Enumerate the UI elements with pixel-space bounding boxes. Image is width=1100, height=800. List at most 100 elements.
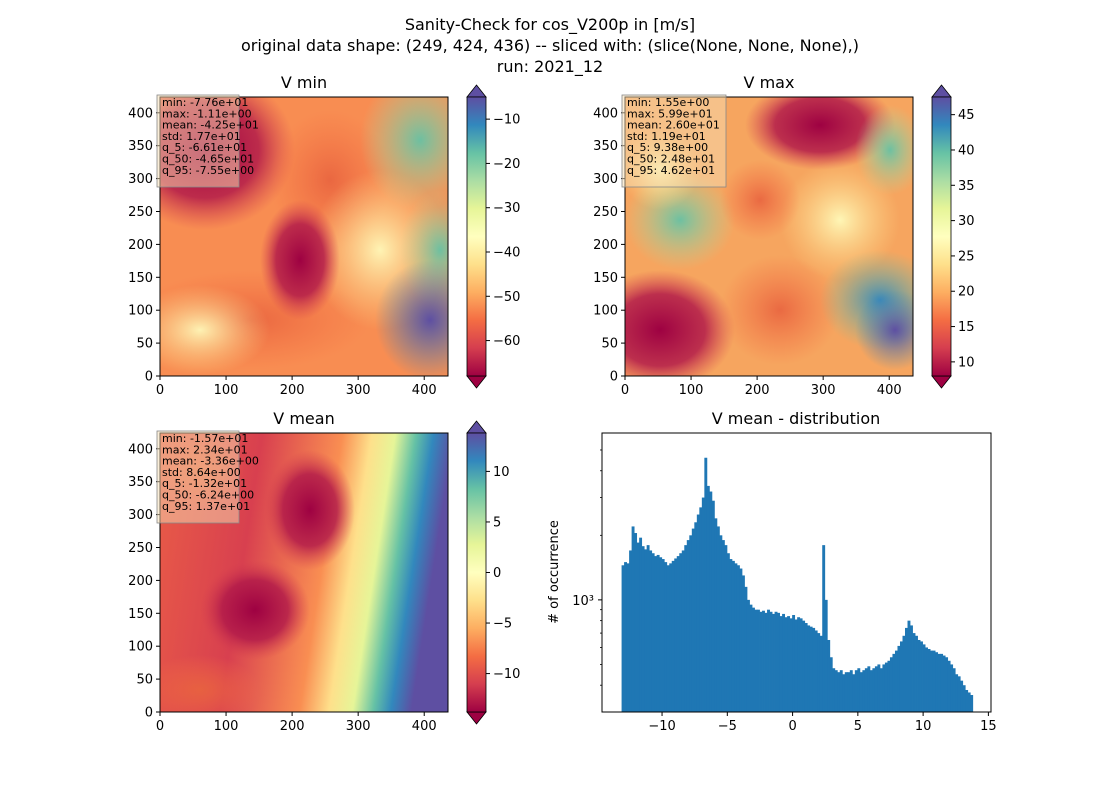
hist-bar xyxy=(792,615,796,712)
colorbar-extend-max xyxy=(931,84,952,98)
vmean-frame xyxy=(159,432,449,713)
hist-bar xyxy=(819,635,823,712)
hist-bar xyxy=(802,620,806,712)
hist-bar xyxy=(691,528,695,712)
hist-bar xyxy=(945,657,949,712)
hist-bar xyxy=(656,554,660,712)
hist-bar xyxy=(719,535,723,712)
hist-bar xyxy=(927,649,931,712)
hist-bar xyxy=(849,670,853,712)
x-tick-label: 100 xyxy=(679,383,704,398)
hist-bar xyxy=(947,660,951,712)
colorbar-tick-label: 5 xyxy=(493,515,501,530)
stats-line: mean: -4.25e+01 xyxy=(162,119,259,132)
vmax-frame xyxy=(624,96,914,377)
hist-bar xyxy=(646,545,650,712)
hist-bar xyxy=(716,526,720,712)
suptitle-line-2: original data shape: (249, 424, 436) -- … xyxy=(241,36,859,55)
y-tick-label: 250 xyxy=(128,541,153,556)
hist-bar xyxy=(661,559,665,712)
hist-bar xyxy=(837,672,841,712)
colorbar-tick-label: −10 xyxy=(493,113,520,128)
y-tick-label: 200 xyxy=(593,238,618,253)
vmax-title: V max xyxy=(744,73,795,92)
hist-bar xyxy=(676,556,680,712)
colorbar-extend-max xyxy=(466,84,487,98)
stats-line: max: -1.11e+00 xyxy=(162,107,252,120)
colorbar-gradient xyxy=(931,96,952,377)
x-tick-label: 300 xyxy=(346,719,371,734)
y-tick-label: 400 xyxy=(128,442,153,457)
hist-bar xyxy=(847,672,851,712)
hist-bar xyxy=(935,652,939,712)
stats-line: q_95: 4.62e+01 xyxy=(627,164,715,177)
hist-bar xyxy=(822,545,826,712)
hist-bar xyxy=(832,668,836,712)
hist-bar xyxy=(631,526,635,712)
hist-bar xyxy=(937,653,941,712)
hist-bar xyxy=(794,619,798,712)
hist-bar xyxy=(940,653,944,712)
hist-bar xyxy=(649,550,653,712)
hist-bar xyxy=(774,611,778,712)
stats-line: min: 1.55e+00 xyxy=(627,96,709,109)
hist-bar xyxy=(812,627,816,712)
hist-bar xyxy=(654,556,658,712)
hist-bar xyxy=(767,609,770,712)
y-tick-label: 400 xyxy=(593,106,618,121)
x-tick-label: 400 xyxy=(412,383,437,398)
y-tick-label: 0 xyxy=(610,370,618,385)
suptitle-line-1: Sanity-Check for cos_V200p in [m/s] xyxy=(405,15,695,35)
hist-bar xyxy=(824,599,828,712)
hist-bar xyxy=(739,568,743,712)
hist-bar xyxy=(882,664,886,712)
stats-line: q_5: 9.38e+00 xyxy=(627,141,708,154)
hist-bar xyxy=(711,500,715,712)
hist-bar xyxy=(962,685,966,712)
y-tick-label: 250 xyxy=(128,205,153,220)
hist-x-tick-label: −10 xyxy=(648,719,675,734)
hist-bar xyxy=(694,522,698,712)
hist-bar xyxy=(782,613,786,712)
colorbar-tick-label: 40 xyxy=(958,143,975,158)
hist-bar xyxy=(889,657,893,712)
hist-bar xyxy=(965,689,969,712)
colorbar-extend-max xyxy=(466,420,487,434)
stats-line: q_50: 2.48e+01 xyxy=(627,153,715,166)
hist-x-tick-label: −5 xyxy=(718,719,737,734)
stats-line: mean: 2.60e+01 xyxy=(627,119,720,132)
hist-bar xyxy=(887,660,891,712)
hist-bar xyxy=(917,639,921,712)
x-tick-label: 100 xyxy=(214,383,239,398)
hist-bar xyxy=(932,650,936,712)
hist-bar xyxy=(834,670,838,712)
stats-line: std: 1.19e+01 xyxy=(627,130,706,143)
hist-bar xyxy=(897,645,901,712)
hist-bar xyxy=(852,674,856,712)
hist-bar xyxy=(621,565,625,712)
hist-bar xyxy=(759,611,763,712)
hist-bar xyxy=(689,535,693,712)
vmin-frame xyxy=(159,96,449,377)
y-tick-label: 150 xyxy=(128,271,153,286)
hist-bar xyxy=(746,599,750,712)
colorbar-tick-label: 25 xyxy=(958,249,975,264)
stats-line: q_5: -6.61e+01 xyxy=(162,141,247,154)
hist-bar xyxy=(644,549,648,712)
hist-bar xyxy=(651,553,655,712)
hist-bar xyxy=(721,540,725,712)
hist-bar xyxy=(701,497,705,712)
hist-bar xyxy=(787,616,791,712)
hist-bar xyxy=(864,668,868,712)
vmin-heatmap xyxy=(160,97,448,376)
y-tick-label: 250 xyxy=(593,205,618,220)
vmean-colorbar: −10 −5 0 5 10 xyxy=(466,420,520,725)
x-tick-label: 0 xyxy=(156,719,164,734)
hist-bar xyxy=(624,562,627,712)
vmin-axes: 0 100 200 300 400 0 50 100 150 200 250 300 350 400 xyxy=(128,106,436,398)
colorbar-tick-label: −30 xyxy=(493,201,520,216)
hist-x-tick-label: 15 xyxy=(980,719,997,734)
panel-distribution: V mean - distribution # of occurrence −1… xyxy=(547,409,997,734)
